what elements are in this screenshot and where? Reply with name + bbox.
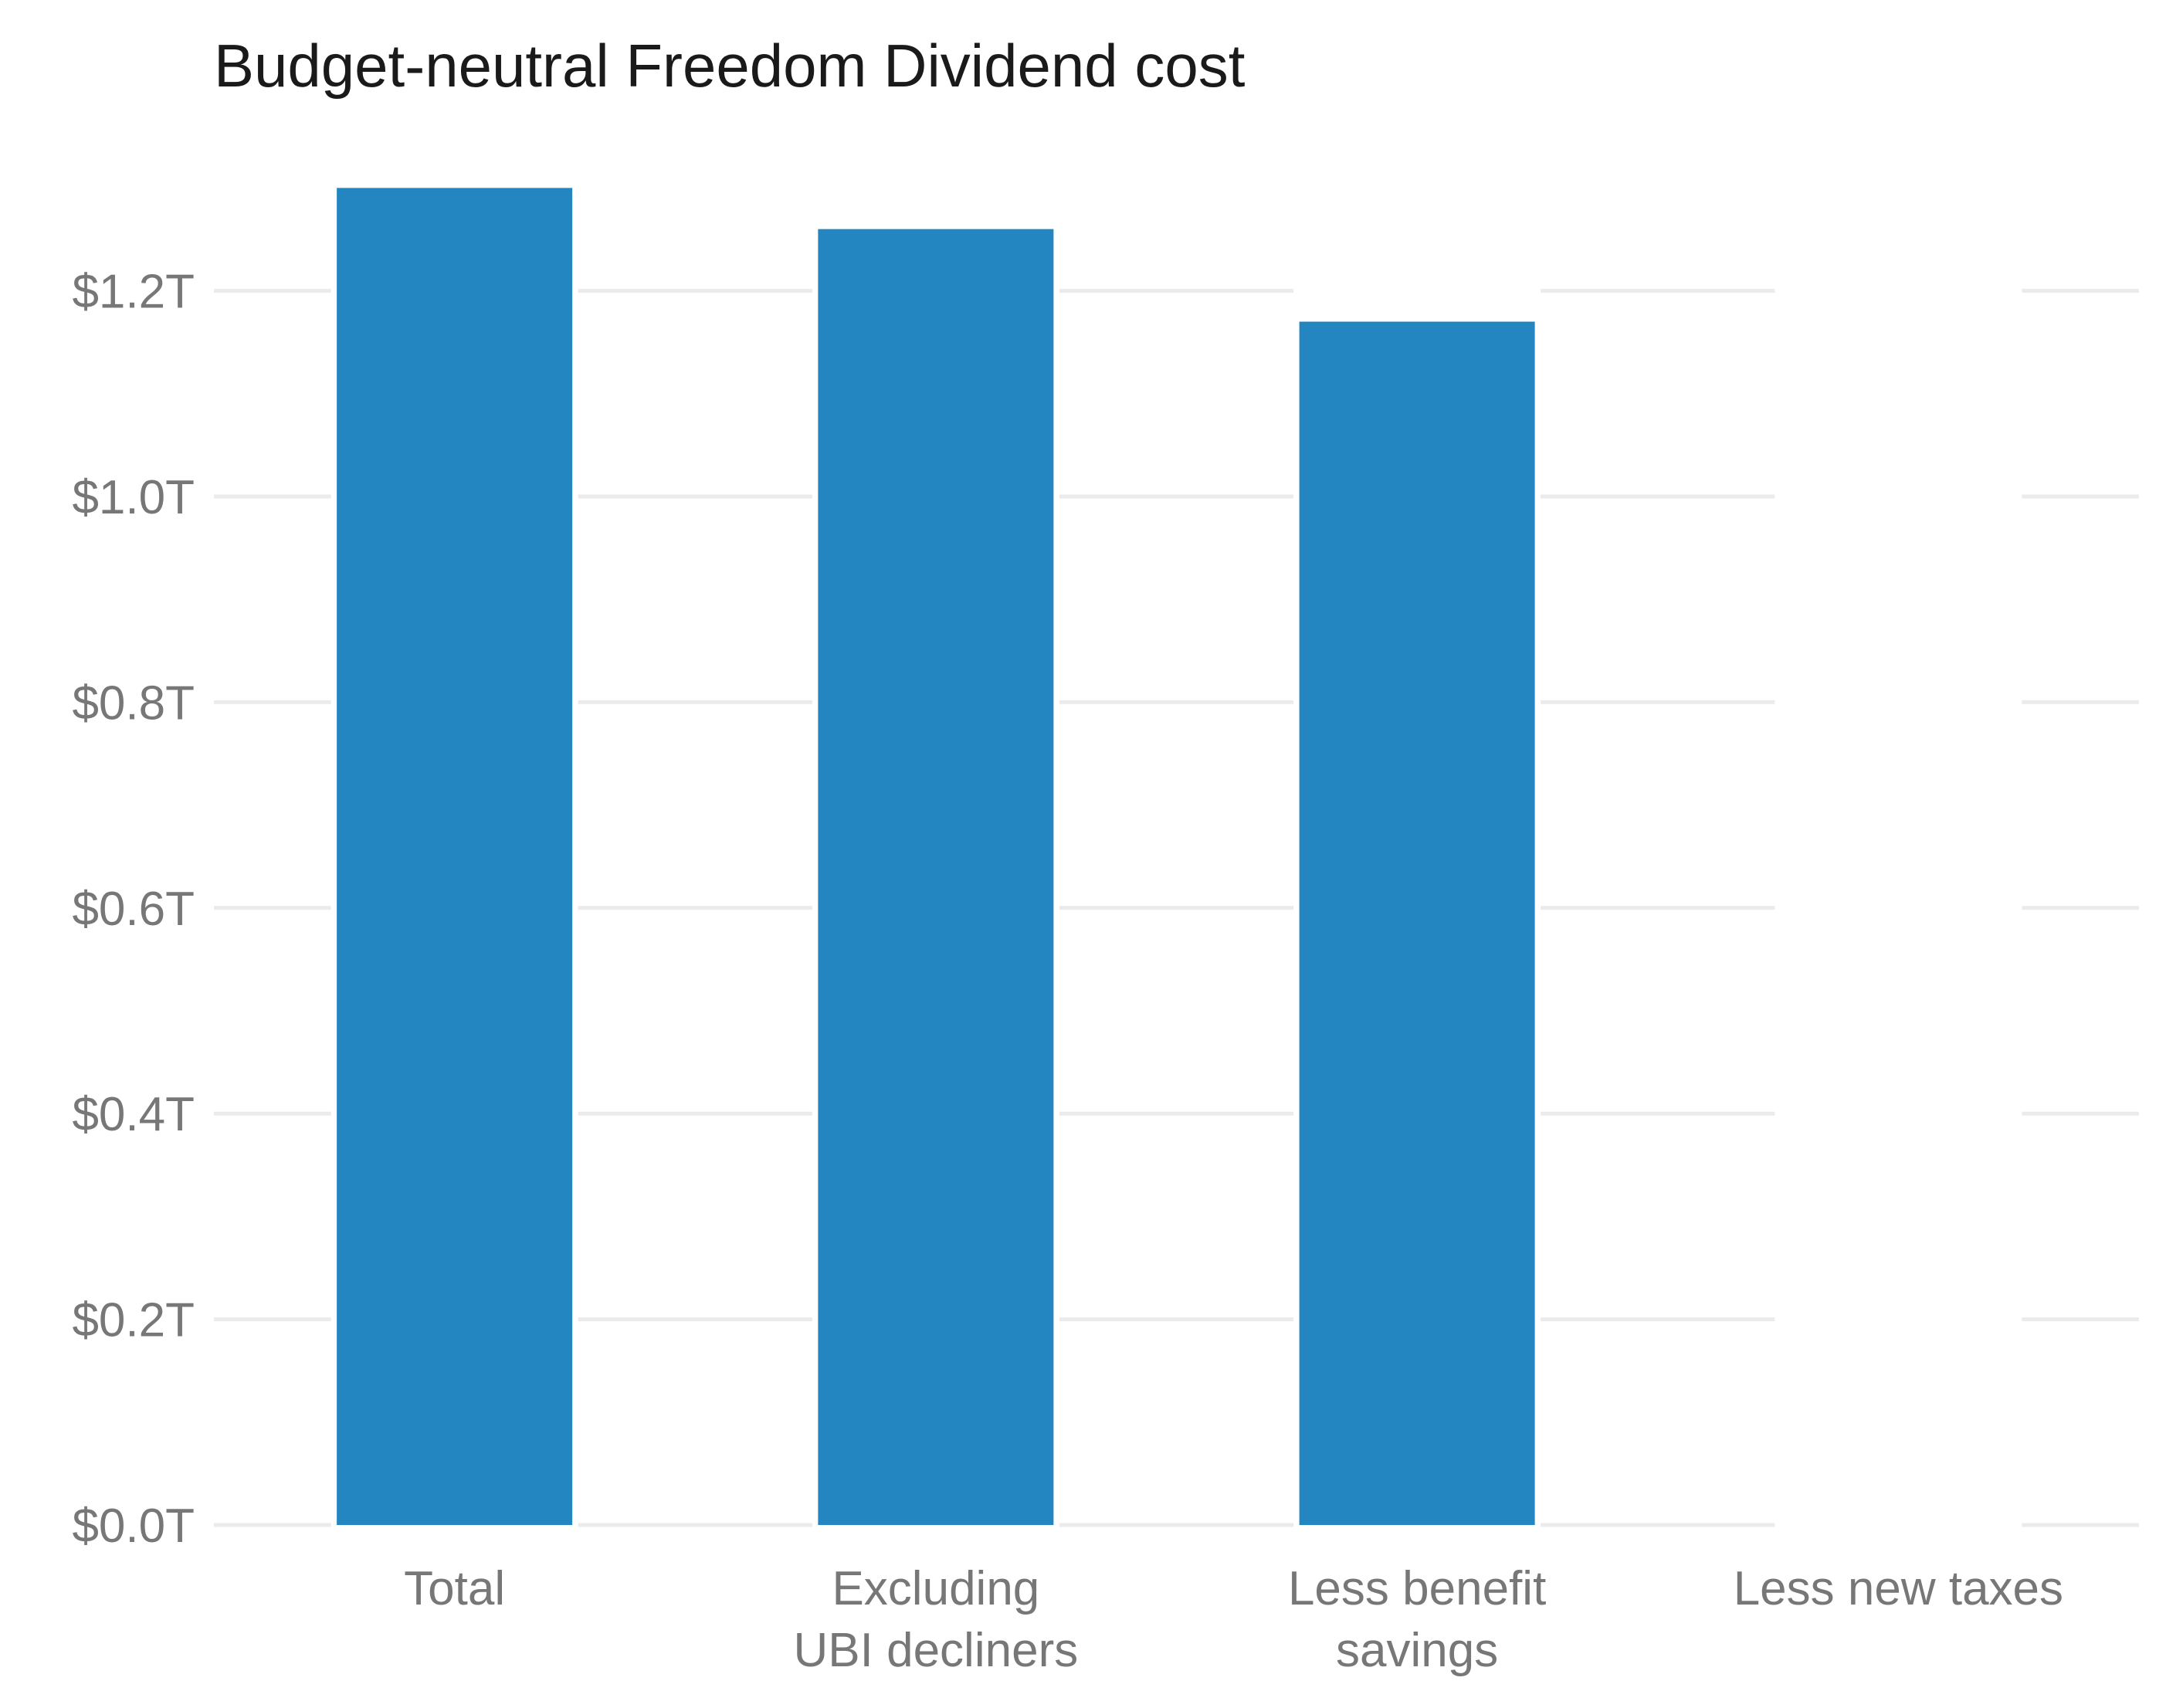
x-category-label: Less benefit savings (1288, 1562, 1546, 1677)
bar-1 (818, 229, 1054, 1526)
x-category-label: Less new taxes (1734, 1562, 2063, 1615)
y-tick-label: $0.8T (72, 676, 195, 730)
x-category-label-line: Excluding (832, 1562, 1039, 1615)
y-tick-label: $0.2T (72, 1294, 195, 1347)
y-tick-label: $0.4T (72, 1088, 195, 1141)
bar-2 (1299, 321, 1535, 1525)
y-tick-label: $1.2T (72, 266, 195, 319)
gridlines (214, 289, 2139, 1527)
y-tick-label: $0.0T (72, 1500, 195, 1553)
x-category-label-line: Less benefit (1288, 1562, 1546, 1615)
x-category-label-line: savings (1336, 1624, 1498, 1677)
chart-title: Budget-neutral Freedom Dividend cost (214, 32, 1246, 100)
x-category-label: Excluding UBI decliners (794, 1562, 1079, 1677)
x-category-label-line: Total (404, 1562, 505, 1615)
x-axis-categories: Total Excluding UBI decliners Less benefit s… (404, 1562, 2063, 1677)
bars (337, 188, 1535, 1526)
y-tick-label: $1.0T (72, 471, 195, 524)
x-category-label: Total (404, 1562, 505, 1615)
x-category-label-line: UBI decliners (794, 1624, 1079, 1677)
y-axis-ticks: $0.0T $0.2T $0.4T $0.6T $0.8T $1.0T $1.2T (72, 266, 195, 1553)
y-tick-label: $0.6T (72, 883, 195, 936)
x-category-label-line: Less new taxes (1734, 1562, 2063, 1615)
bar-0 (337, 188, 573, 1525)
